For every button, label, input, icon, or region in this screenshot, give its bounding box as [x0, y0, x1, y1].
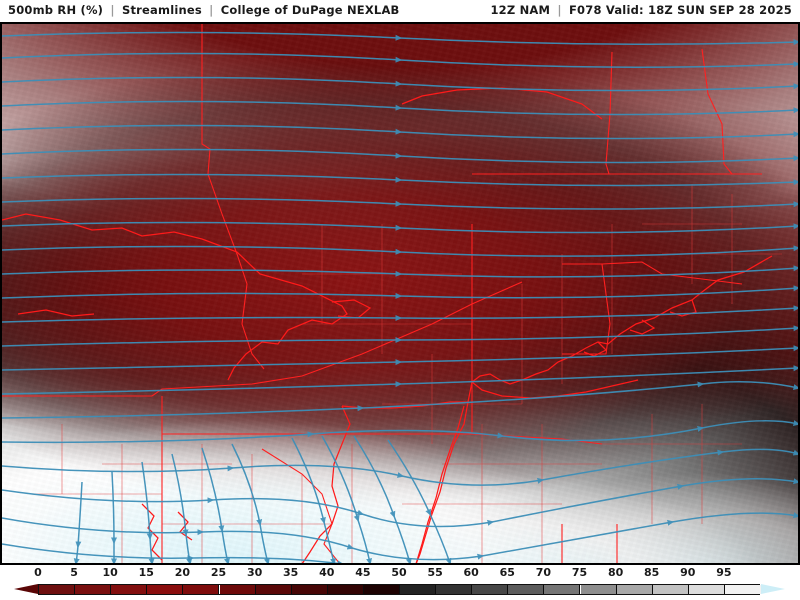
colorbar-segment	[111, 585, 148, 594]
colorbar-tick: 95	[716, 566, 732, 579]
colorbar-segment	[75, 585, 112, 594]
colorbar-tick: 35	[283, 566, 299, 579]
header-right-title: 12Z NAM | F078 Valid: 18Z SUN SEP 28 202…	[490, 3, 792, 17]
colorbar-tick: 75	[571, 566, 588, 579]
header-separator-2: |	[209, 3, 214, 17]
colorbar-gradient	[38, 584, 761, 595]
forecast-valid-label: F078 Valid: 18Z SUN SEP 28 2025	[569, 3, 792, 17]
colorbar-segment	[472, 585, 509, 594]
source-label: College of DuPage NEXLAB	[220, 3, 400, 17]
colorbar-under-cap	[14, 584, 38, 594]
streamlines-overlay	[2, 31, 798, 563]
colorbar-tick: 30	[246, 566, 263, 579]
colorbar-segment	[291, 585, 328, 594]
colorbar-segment	[652, 585, 689, 594]
colorbar-segment	[436, 585, 473, 594]
colorbar-segment	[688, 585, 725, 594]
streamline-paths	[2, 31, 798, 563]
colorbar-tick: 10	[102, 566, 118, 579]
colorbar-segment	[327, 585, 364, 594]
product-label: 500mb RH (%)	[8, 3, 104, 17]
map-canvas[interactable]	[2, 24, 798, 563]
colorbar-tick-labels: 0 5 10 15 20 25 30 35 40 45 50 55 60 65 70 75 80 85 90 95	[0, 565, 800, 581]
colorbar-over-cap	[761, 584, 785, 594]
colorbar-tick: 55	[427, 566, 443, 579]
colorbar-segment	[147, 585, 184, 594]
colorbar-tick: 60	[463, 566, 479, 579]
map-frame	[0, 22, 800, 565]
colorbar-tick: 80	[607, 566, 624, 579]
colorbar-tick: 85	[644, 566, 660, 579]
colorbar-segment	[508, 585, 545, 594]
colorbar-tick: 0	[34, 566, 42, 579]
colorbar-segment	[616, 585, 653, 594]
colorbar-segment	[255, 585, 292, 594]
colorbar-segment	[544, 585, 581, 594]
colorbar-segment	[724, 585, 761, 594]
colorbar-tick: 5	[70, 566, 78, 579]
colorbar-tick: 90	[680, 566, 696, 579]
colorbar-tick: 20	[174, 566, 191, 579]
colorbar-tick: 65	[499, 566, 515, 579]
header-separator-3: |	[557, 3, 562, 17]
overlay-label: Streamlines	[122, 3, 202, 17]
colorbar-tick: 25	[210, 566, 227, 579]
colorbar-segment	[183, 585, 220, 594]
header-bar: 500mb RH (%) | Streamlines | College of …	[0, 0, 800, 22]
colorbar-segment	[363, 585, 400, 594]
header-left-title: 500mb RH (%) | Streamlines | College of …	[8, 3, 400, 17]
colorbar-tick: 40	[319, 566, 335, 579]
header-separator-1: |	[110, 3, 115, 17]
colorbar: 0 5 10 15 20 25 30 35 40 45 50 55 60 65 70 75 80 85 90 95	[0, 565, 800, 600]
colorbar-tick: 45	[355, 566, 371, 579]
model-label: 12Z NAM	[490, 3, 551, 17]
colorbar-tick: 70	[535, 566, 552, 579]
colorbar-tick: 15	[138, 566, 154, 579]
colorbar-segment	[400, 585, 437, 594]
colorbar-tick: 50	[391, 566, 407, 579]
colorbar-segment	[39, 585, 76, 594]
colorbar-segment	[580, 585, 617, 594]
colorbar-segment	[219, 585, 256, 594]
